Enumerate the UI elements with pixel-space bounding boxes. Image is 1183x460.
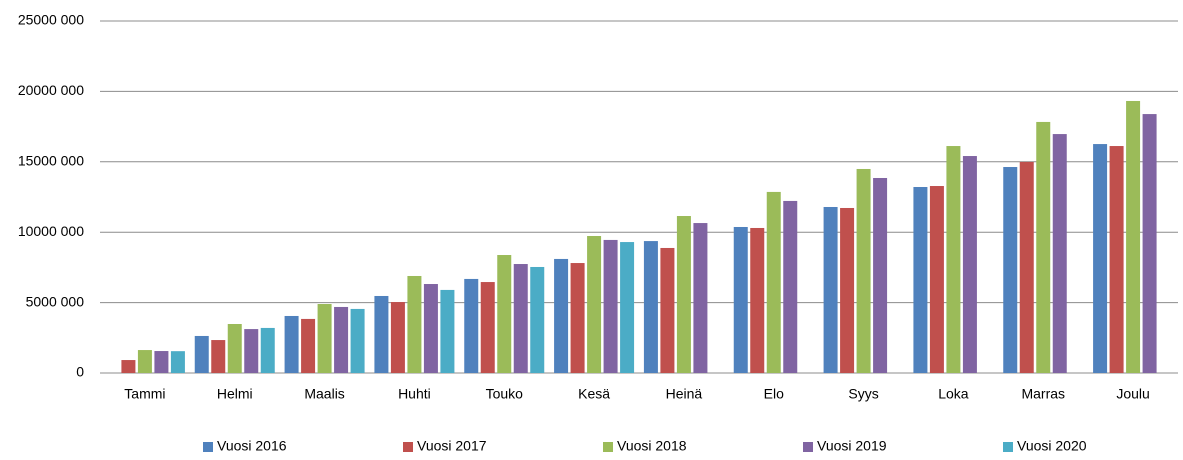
bar: [840, 207, 855, 373]
bar: [334, 306, 349, 373]
bar: [1126, 100, 1141, 374]
bar: [170, 351, 185, 373]
bar: [137, 350, 152, 373]
bar: [530, 266, 545, 373]
bar: [211, 340, 226, 373]
bar: [284, 315, 299, 373]
bar: [873, 177, 888, 373]
legend-swatch: [803, 442, 813, 452]
bar: [1003, 167, 1018, 373]
y-tick-label: 25000 000: [18, 12, 84, 28]
bar: [464, 278, 479, 373]
y-tick-label: 0: [76, 364, 84, 380]
bar: [513, 264, 528, 373]
bar: [194, 335, 209, 373]
legend-label: Vuosi 2020: [1017, 438, 1087, 454]
bar: [260, 327, 275, 373]
bar: [946, 146, 961, 373]
bar: [480, 282, 495, 373]
bar: [962, 156, 977, 373]
x-tick-label: Kesä: [578, 386, 610, 402]
x-tick-label: Loka: [938, 386, 969, 402]
bar: [643, 241, 658, 373]
x-tick-label: Maalis: [304, 386, 344, 402]
legend-label: Vuosi 2019: [817, 438, 887, 454]
x-tick-label: Elo: [764, 386, 784, 402]
bar: [929, 186, 944, 373]
legend-swatch: [403, 442, 413, 452]
bar: [1109, 146, 1124, 373]
legend-label: Vuosi 2017: [417, 438, 487, 454]
bar: [350, 308, 365, 373]
x-tick-label: Tammi: [124, 386, 165, 402]
x-tick-label: Huhti: [398, 386, 431, 402]
bar: [620, 242, 635, 373]
bar: [783, 200, 798, 373]
bar: [603, 239, 618, 373]
bar: [154, 351, 169, 373]
bar: [1036, 121, 1051, 373]
bar: [1093, 144, 1108, 373]
bar: [1052, 134, 1067, 373]
y-tick-label: 20000 000: [18, 82, 84, 98]
bar: [1142, 114, 1157, 374]
bar: [913, 187, 928, 373]
bar: [440, 289, 455, 373]
bar: [587, 236, 602, 373]
bar: [676, 216, 691, 373]
bar: [121, 360, 136, 373]
x-tick-label: Joulu: [1116, 386, 1149, 402]
bar: [570, 263, 585, 373]
bar: [374, 295, 389, 373]
bar: [750, 227, 765, 373]
bar: [733, 226, 748, 373]
bar: [244, 329, 259, 373]
bar: [227, 324, 242, 373]
legend-label: Vuosi 2016: [217, 438, 287, 454]
legend-label: Vuosi 2018: [617, 438, 687, 454]
bar: [1019, 161, 1034, 373]
bar: [693, 223, 708, 373]
y-tick-label: 10000 000: [18, 223, 84, 239]
bar: [390, 302, 405, 373]
x-tick-label: Marras: [1021, 386, 1065, 402]
bar: [660, 247, 675, 373]
bar: [823, 206, 838, 373]
legend-swatch: [603, 442, 613, 452]
bar: [554, 258, 569, 373]
bar: [317, 304, 332, 373]
bar: [301, 318, 316, 373]
bar: [766, 191, 781, 373]
x-tick-label: Heinä: [666, 386, 703, 402]
x-tick-label: Helmi: [217, 386, 253, 402]
x-tick-label: Touko: [486, 386, 524, 402]
bar: [497, 255, 512, 373]
legend-swatch: [1003, 442, 1013, 452]
bar: [423, 284, 438, 373]
x-tick-label: Syys: [848, 386, 878, 402]
y-tick-label: 15000 000: [18, 153, 84, 169]
y-tick-label: 5000 000: [26, 293, 85, 309]
bar: [856, 168, 871, 373]
bar: [407, 275, 422, 373]
legend-swatch: [203, 442, 213, 452]
